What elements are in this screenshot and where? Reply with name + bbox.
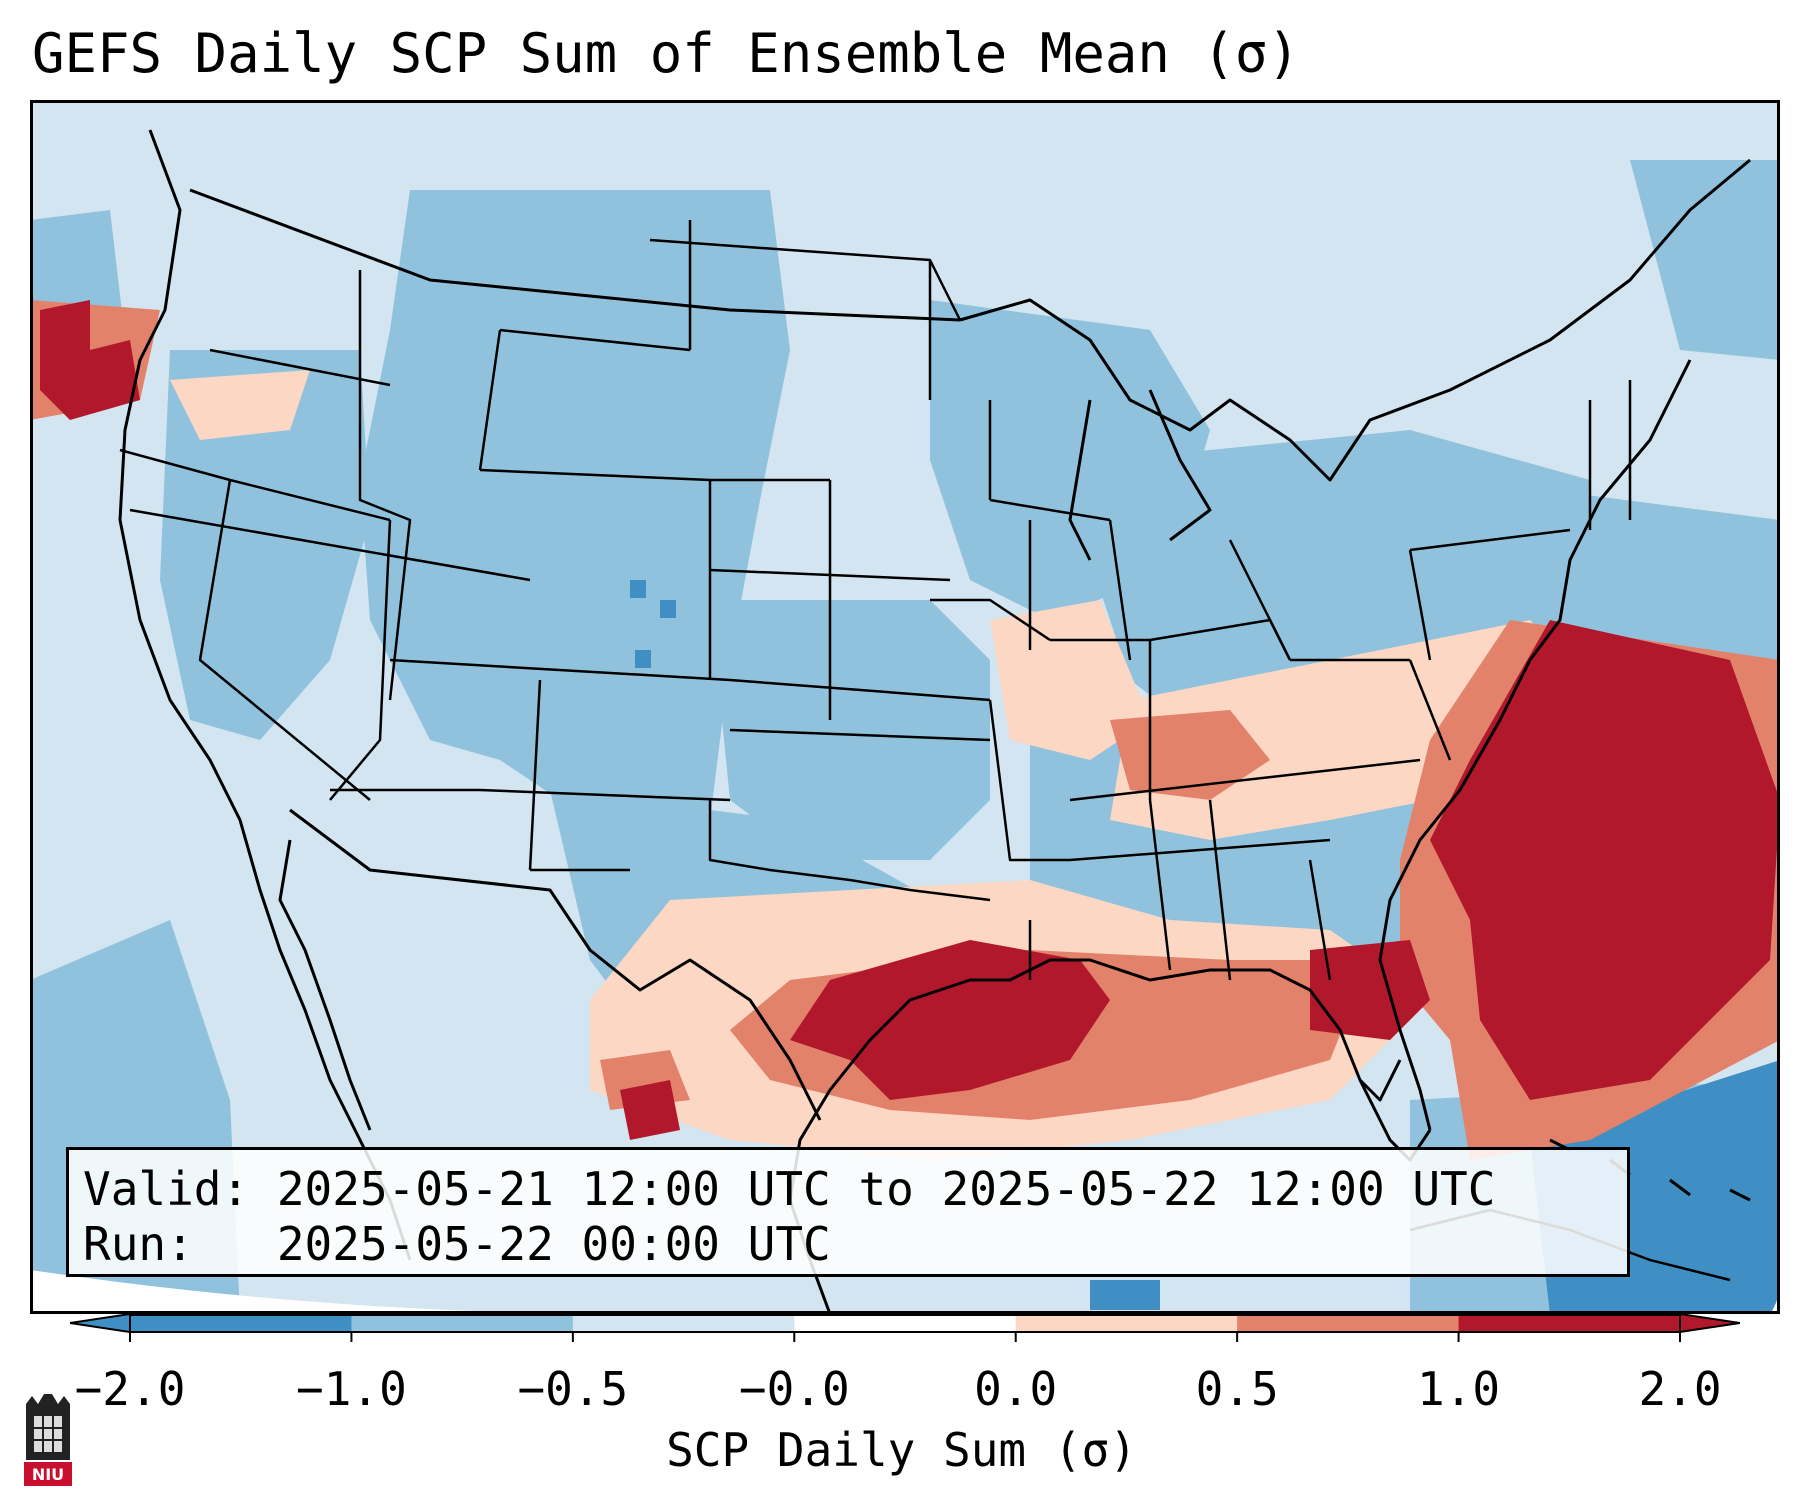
atlantic-coastline [1378, 359, 1692, 1131]
colorbar-tick-label: −0.0 [738, 1362, 850, 1416]
us-canada-border [189, 188, 961, 322]
run-time-label: Run: 2025-05-22 00:00 UTC [83, 1217, 831, 1271]
colorbar-tick-label: −1.0 [296, 1362, 407, 1416]
gulf-coastline [788, 958, 1432, 1314]
colorbar-tick-label: 1.0 [1417, 1362, 1501, 1416]
colorbar-segment [130, 1314, 352, 1332]
colorbar-outline [129, 1314, 1681, 1333]
colorbar [70, 1314, 1740, 1394]
colorbar-tick-labels: −2.0 −1.0 −0.5 −0.0 0.0 0.5 1.0 2.0 [0, 1362, 1803, 1422]
colorbar-tick-label: 0.5 [1195, 1362, 1279, 1416]
map-outlines [118, 129, 1751, 1314]
west-coastline [118, 129, 412, 1261]
colorbar-segment [1237, 1314, 1460, 1332]
colorbar-extend-low [70, 1314, 131, 1334]
colorbar-tick-label: −2.0 [74, 1362, 186, 1416]
colorbar-extend-high [1679, 1314, 1740, 1334]
colorbar-segment [794, 1314, 1017, 1332]
chart-title: GEFS Daily SCP Sum of Ensemble Mean (σ) [32, 22, 1300, 85]
colorbar-tick-label: −0.5 [517, 1362, 629, 1416]
baja-coastline [278, 839, 372, 1131]
colorbar-tick-label: 2.0 [1638, 1362, 1722, 1416]
niu-logo: NIU [20, 1390, 76, 1490]
map-frame [30, 100, 1780, 1314]
valid-run-info-box: Valid: 2025-05-21 12:00 UTC to 2025-05-2… [66, 1147, 1630, 1277]
us-mexico-border [289, 808, 822, 1121]
florida-outline [1358, 1059, 1402, 1102]
projection-edge [30, 1270, 630, 1314]
great-lakes-outline [959, 158, 1751, 482]
colorbar-segment [351, 1314, 574, 1332]
colorbar-segment [1015, 1314, 1238, 1332]
map-panel [30, 100, 1780, 1314]
colorbar-label: SCP Daily Sum (σ) [666, 1423, 1137, 1477]
state-borders [119, 220, 1632, 981]
valid-time-label: Valid: 2025-05-21 12:00 UTC to 2025-05-2… [83, 1162, 1496, 1216]
colorbar-segment [1458, 1314, 1681, 1332]
colorbar-tick-label: 0.0 [974, 1362, 1058, 1416]
logo-text: NIU [32, 1465, 64, 1484]
colorbar-segment [572, 1314, 795, 1332]
